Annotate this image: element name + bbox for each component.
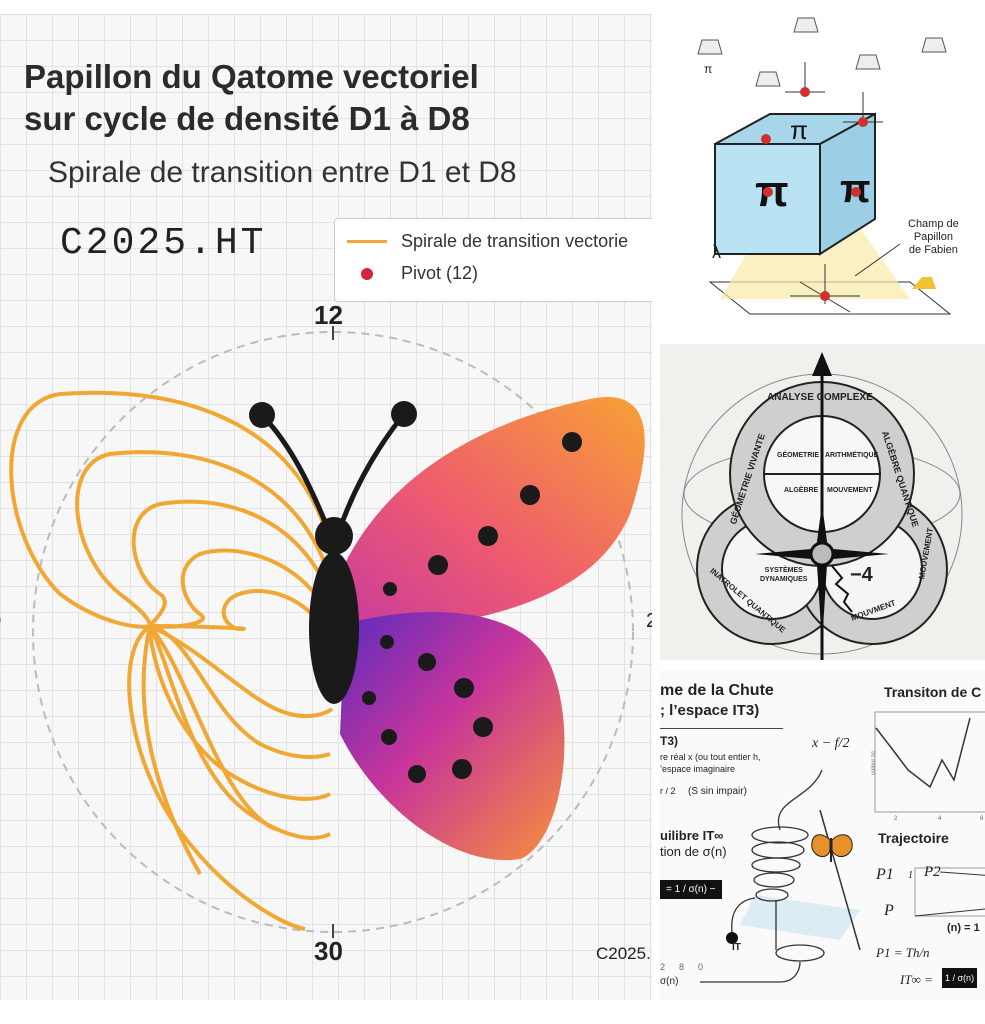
tick: 0 [698, 962, 718, 972]
divider [660, 728, 783, 729]
systemes-dynamiques-label: SYSTÈMES DYNAMIQUES [760, 566, 807, 584]
p1-equation: P1 = Th/n [876, 945, 930, 960]
copyright-text: C2025. [596, 944, 651, 963]
chart-title: Transiton de C [884, 684, 982, 700]
section-label: T3) [660, 734, 678, 748]
cube-front [714, 143, 821, 255]
antenna-left [260, 413, 333, 535]
lower-wing [340, 612, 565, 861]
cube-illustration-panel: π π π π λ Champ de Papillon de Fabien [660, 14, 985, 334]
it-equation: IT∞ = [900, 972, 933, 987]
chart-ylabel: valeur ss [871, 750, 878, 776]
legend-item-pivot: Pivot (12) [347, 263, 478, 284]
sigma-label: σ(n) [660, 976, 679, 987]
lamps [697, 17, 947, 87]
trajectory-frame [914, 867, 985, 917]
label-line: SYSTÈMES [764, 567, 803, 574]
tick-label-left: 0 [0, 610, 1, 633]
x-tick: 4 [938, 816, 942, 822]
dashed-cycle-circle [32, 331, 634, 933]
tick-label-bottom: 30 [314, 936, 343, 966]
caption-line: de Fabien [908, 244, 958, 256]
heading-line-1: me de la Chute [660, 682, 774, 699]
yellow-lamp [912, 277, 936, 289]
lambda-label: λ [712, 242, 721, 262]
monarch-butterfly-icon [811, 834, 853, 862]
compass-diagram-panel: ANALYSE COMPLEXE GÉOMÉTRIE VIVANTE ALGÈB… [660, 344, 985, 660]
p-label: P [884, 902, 894, 919]
math-notes-panel: me de la Chute ; l’espace IT3) T3) re ré… [660, 670, 985, 1000]
pi-nodes [761, 87, 868, 301]
mini-chart-line [875, 717, 971, 789]
title-line-1: Papillon du Qatome vectoriel [24, 58, 479, 95]
legend-item-spiral: Spirale de transition vectorie [347, 231, 628, 252]
line-swatch [347, 240, 387, 243]
cube-side [819, 112, 876, 256]
text-line: (S sin impair) [688, 786, 747, 797]
legend: Spirale de transition vectorie Pivot (12… [334, 218, 652, 302]
spiral-illustration [700, 711, 985, 983]
caption-line: Champ de [908, 218, 959, 230]
caption-pointer [854, 243, 901, 277]
it-label: IT [732, 942, 741, 953]
heading-line-2: ; l’espace IT3) [660, 702, 760, 719]
text-line: ’espace imaginaire [660, 764, 736, 774]
cube-drawing: π π π [697, 17, 952, 315]
dot-swatch [361, 267, 373, 280]
legend-label: Pivot (12) [401, 263, 479, 283]
butterfly-body [309, 552, 359, 704]
pivot-dots [362, 432, 582, 783]
compass-star [816, 504, 828, 644]
quadrant-algebre: ALGÈBRE [784, 487, 819, 494]
legend-label: Spirale de transition vectorie [401, 231, 629, 251]
mini-chart-frame [874, 711, 985, 813]
field-caption: Champ de Papillon de Fabien [908, 218, 959, 257]
panel-title: Papillon du Qatome vectoriel sur cycle d… [24, 56, 479, 140]
p2-label: P2 [924, 864, 941, 880]
quadrant-mouvement: MOUVEMENT [827, 487, 873, 494]
watermark: C2025.HT [60, 222, 267, 265]
label-line: DYNAMIQUES [760, 576, 808, 583]
compass-drawing [681, 352, 963, 660]
tick: 8 [679, 962, 699, 972]
antenna-tip [391, 401, 417, 427]
crack [831, 565, 853, 613]
svg-text:π: π [790, 115, 808, 145]
compass-center [809, 541, 835, 567]
it-equation-box: 1 / σ(n) [942, 968, 978, 988]
quadrant-geometrie: GÉOMETRIE [777, 452, 820, 459]
butterfly-chart-panel: Papillon du Qatome vectoriel sur cycle d… [0, 14, 652, 1000]
value-label: −4 [850, 564, 873, 586]
one-label: 1 [908, 870, 913, 881]
upper-wing [340, 396, 645, 634]
x-tick: 2 [894, 816, 898, 822]
panel-subtitle: Spirale de transition entre D1 et D8 [48, 156, 517, 189]
n-equation: (n) = 1 [947, 922, 980, 934]
p1-label: P1 [876, 866, 894, 883]
x-tick: 6 [980, 816, 984, 822]
small-ticks: 280 [660, 962, 717, 972]
text-line: re réal x (ou tout entier h, [660, 752, 761, 762]
caption-line: Papillon [913, 231, 953, 243]
fraction: r / 2 [660, 786, 676, 796]
trajectory-title: Trajectoire [878, 830, 949, 846]
equation-box: = 1 / σ(n) − [660, 880, 722, 899]
tick-label-right: 2 [646, 610, 652, 632]
antenna-tip [249, 402, 275, 428]
butterfly-head [315, 517, 353, 555]
butterfly-drawing [9, 326, 645, 938]
title-line-2: sur cycle de densité D1 à D8 [24, 100, 470, 137]
tick: 2 [660, 962, 680, 972]
quadrant-arithmetique: ARITHMÉTIQUE [825, 452, 879, 459]
antenna-right [335, 412, 406, 535]
tick-label-top: 12 [314, 300, 343, 330]
formula-top: x − f/2 [812, 736, 850, 751]
pi-label: π [704, 62, 713, 76]
spiral-lines [9, 390, 334, 931]
eq-heading-1: uilibre IT∞ [660, 828, 724, 843]
ring-label-top: ANALYSE COMPLEXE [767, 392, 873, 403]
eq-heading-2: tion de σ(n) [660, 844, 727, 859]
